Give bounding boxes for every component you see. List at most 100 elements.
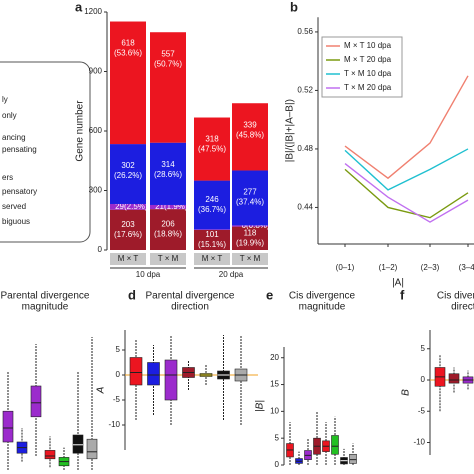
series-line [344,163,469,223]
bar-value-label: 118 [244,228,257,237]
legend-text: ly [2,95,8,104]
bar-segment [150,32,186,143]
bar-percent-label: (45.8%) [236,130,264,139]
group-label: 10 dpa [136,270,161,279]
bar-percent-label: (37.4%) [236,198,264,207]
box [129,357,143,386]
y-tick-label: 1200 [84,7,102,16]
x-tick-label: (3–4) [459,263,474,272]
legend-label: M × T 20 dpa [344,55,392,64]
y-tick-label: -10 [108,420,120,429]
box [448,373,460,384]
y-tick-label: 0 [421,375,426,384]
y-tick-label: 0.44 [297,203,313,212]
bar-segment [110,144,146,204]
panel-letter: f [400,287,405,302]
y-tick-label: 5 [275,433,280,442]
bar-value-label: 314 [161,160,175,169]
box [147,362,160,386]
x-tick-label: (1–2) [379,263,398,272]
bar-value-label: 21 [155,202,164,211]
legend-label: T × M 10 dpa [344,69,392,78]
panel-letter: b [290,0,298,14]
y-tick-label: 0 [275,460,280,469]
y-tick-label: 600 [89,126,103,135]
panel-letter: a [75,0,83,14]
bar-segment [110,209,146,250]
legend-label: T × M 20 dpa [344,83,392,92]
bar-value-label: 246 [205,195,219,204]
bar-value-label: 277 [243,188,257,197]
y-tick-label: 0.52 [297,86,313,95]
bar-segment [194,229,230,230]
series-line [344,148,469,191]
group-label: 20 dpa [219,270,244,279]
bar-value-label: 6 [242,221,247,230]
bar-segment [150,209,186,250]
legend-text: biguous [2,217,30,226]
bar-value-label: 29 [115,202,124,211]
panel-title: Parental divergence [146,291,235,302]
legend-text: ancing [2,133,26,142]
bar-value-label: 302 [121,161,135,170]
box [44,450,56,460]
panel-title: direction [171,302,209,313]
x-tick-label: M × T [118,254,139,263]
bar-percent-label: (2.5%) [124,202,148,211]
box [30,385,42,418]
panel-title: magnitude [299,302,346,313]
bar-percent-label: (36.7%) [198,205,226,214]
category-box [232,253,268,265]
bar-value-label: 206 [161,220,175,229]
y-axis-label: Gene number [75,100,86,162]
box [86,438,98,460]
bar-value-label: 557 [161,49,175,58]
bar-segment [232,226,268,250]
y-tick-label: 20 [270,353,279,362]
panel-letter: d [128,287,136,302]
bar-percent-label: (50.7%) [154,59,182,68]
y-tick-label: -5 [113,395,121,404]
bar-value-label: 618 [121,39,135,48]
legend-box [0,61,91,243]
panel-title: magnitude [22,302,69,313]
panel-title: Cis divergence [437,291,474,302]
panel-title: Parental divergence [1,291,90,302]
y-tick-label: 5 [116,345,121,354]
bar-percent-label: (19.9%) [236,238,264,247]
bar-percent-label: (53.6%) [114,49,142,58]
legend-frame [321,36,403,98]
legend-text: only [2,111,17,120]
bar-percent-label: (26.2%) [114,171,142,180]
box [164,359,178,401]
bar-segment [194,117,230,181]
bar-segment [194,180,230,230]
y-tick-label: 10 [270,406,279,415]
y-axis-label: |B|/(|B|+|A–B|) [285,99,296,162]
series-line [344,75,469,180]
x-tick-label: M × T [202,254,223,263]
category-box [110,253,146,265]
y-tick-label: -10 [413,438,425,447]
bar-segment [110,203,146,210]
bar-segment [232,170,268,226]
bar-segment [194,229,230,250]
y-tick-label: 300 [89,186,103,195]
bar-percent-label: (1.9%) [164,202,188,211]
y-axis-label: |B| [255,400,266,412]
bar-segment [150,142,186,205]
panel-title: direction [451,302,474,313]
bar-value-label: 339 [243,120,257,129]
bar-percent-label: (28.6%) [154,170,182,179]
y-axis-label: B [401,389,412,396]
y-tick-label: 0 [98,245,103,254]
bar-percent-label: (18.8%) [154,230,182,239]
bar-segment [150,204,186,210]
y-tick-label: 15 [270,380,279,389]
x-tick-label: T × M [240,254,261,263]
bar-segment [232,225,268,227]
bar-value-label: 318 [205,135,219,144]
legend-text: pensating [2,145,37,154]
bar-percent-label: (47.5%) [198,145,226,154]
